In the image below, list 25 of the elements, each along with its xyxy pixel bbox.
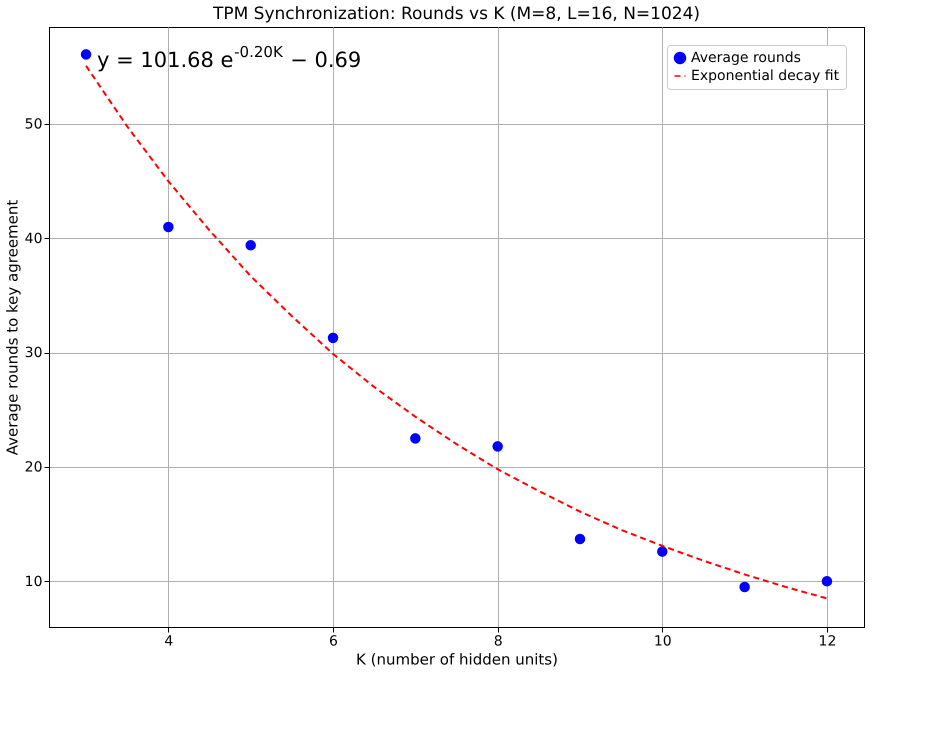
y-tick-label: 20 <box>24 460 42 476</box>
point <box>574 534 586 544</box>
legend-label: Exponential decay fit <box>691 68 840 84</box>
legend-label: Average rounds <box>691 50 801 66</box>
y-tick-label: 50 <box>24 116 42 133</box>
y-tick-label: 40 <box>24 230 42 247</box>
point <box>328 332 338 344</box>
point <box>492 441 503 452</box>
y-tick-label: 30 <box>24 345 42 362</box>
x-tick-label: 10 <box>654 634 672 650</box>
y-tick-label: 10 <box>24 574 42 590</box>
point <box>739 582 750 592</box>
point <box>822 576 832 587</box>
point <box>163 222 174 232</box>
point <box>245 240 256 251</box>
x-tick-label: 8 <box>494 634 503 650</box>
point <box>410 433 421 444</box>
chart-title: TPM Synchronization: Rounds vs K (M=8, L=16, N=1024) <box>212 4 700 24</box>
x-tick-label: 12 <box>818 634 836 650</box>
x-axis-title: K (number of hidden units) <box>356 650 558 668</box>
point <box>657 546 668 557</box>
x-tick-label: 6 <box>329 634 338 650</box>
x-tick-label: 4 <box>164 634 174 650</box>
y-axis-title: Average rounds to key agreement <box>4 200 22 456</box>
point <box>80 49 92 60</box>
